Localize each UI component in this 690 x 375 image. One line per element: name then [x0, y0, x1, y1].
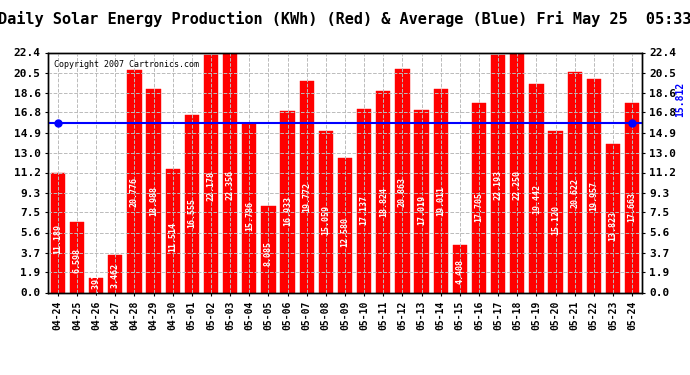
Text: 18.988: 18.988: [149, 186, 158, 216]
Bar: [146, 89, 161, 292]
Text: 16.555: 16.555: [188, 198, 197, 228]
Bar: [204, 55, 218, 292]
Bar: [357, 109, 371, 292]
Text: 3.462: 3.462: [111, 263, 120, 288]
Text: 22.250: 22.250: [513, 170, 522, 200]
Bar: [606, 144, 620, 292]
Bar: [50, 172, 65, 292]
Bar: [586, 79, 601, 292]
Text: 19.442: 19.442: [532, 184, 541, 214]
Bar: [376, 91, 391, 292]
Text: 6.598: 6.598: [72, 248, 81, 273]
Text: 20.622: 20.622: [570, 178, 579, 208]
Text: 19.957: 19.957: [589, 181, 598, 211]
Bar: [395, 69, 410, 292]
Text: 11.514: 11.514: [168, 222, 177, 252]
Text: 17.019: 17.019: [417, 195, 426, 225]
Bar: [223, 53, 237, 292]
Text: 17.705: 17.705: [475, 192, 484, 222]
Text: 12.580: 12.580: [340, 217, 350, 247]
Bar: [472, 103, 486, 292]
Text: 22.356: 22.356: [226, 170, 235, 200]
Text: 8.085: 8.085: [264, 241, 273, 266]
Bar: [127, 70, 141, 292]
Text: 1.391: 1.391: [92, 273, 101, 298]
Text: 17.663: 17.663: [628, 192, 637, 222]
Bar: [529, 84, 544, 292]
Text: 18.824: 18.824: [379, 187, 388, 217]
Text: 19.011: 19.011: [436, 186, 445, 216]
Text: 15.120: 15.120: [551, 205, 560, 235]
Text: 13.823: 13.823: [609, 211, 618, 241]
Text: 4.408: 4.408: [455, 259, 464, 284]
Bar: [491, 55, 505, 292]
Bar: [338, 158, 352, 292]
Bar: [319, 131, 333, 292]
Text: 20.776: 20.776: [130, 177, 139, 207]
Text: 22.178: 22.178: [206, 171, 215, 201]
Text: 22.193: 22.193: [493, 171, 502, 201]
Text: 15.786: 15.786: [245, 201, 254, 231]
Text: 11.189: 11.189: [53, 224, 62, 254]
Text: 16.933: 16.933: [283, 196, 292, 226]
Bar: [166, 169, 180, 292]
Bar: [549, 130, 563, 292]
Bar: [567, 72, 582, 292]
Text: 15.059: 15.059: [322, 205, 331, 235]
Text: 17.137: 17.137: [359, 195, 368, 225]
Text: 19.772: 19.772: [302, 182, 311, 212]
Text: Copyright 2007 Cartronics.com: Copyright 2007 Cartronics.com: [55, 60, 199, 69]
Text: Daily Solar Energy Production (KWh) (Red) & Average (Blue) Fri May 25  05:33: Daily Solar Energy Production (KWh) (Red…: [0, 11, 690, 27]
Bar: [108, 255, 123, 292]
Bar: [433, 89, 448, 292]
Bar: [70, 222, 84, 292]
Bar: [510, 54, 524, 292]
Bar: [242, 123, 257, 292]
Bar: [185, 115, 199, 292]
Bar: [415, 110, 428, 292]
Bar: [299, 81, 314, 292]
Text: 20.863: 20.863: [398, 177, 407, 207]
Bar: [280, 111, 295, 292]
Bar: [262, 206, 275, 292]
Bar: [453, 245, 467, 292]
Bar: [89, 278, 104, 292]
Text: 15.812: 15.812: [676, 81, 685, 117]
Bar: [625, 103, 640, 292]
